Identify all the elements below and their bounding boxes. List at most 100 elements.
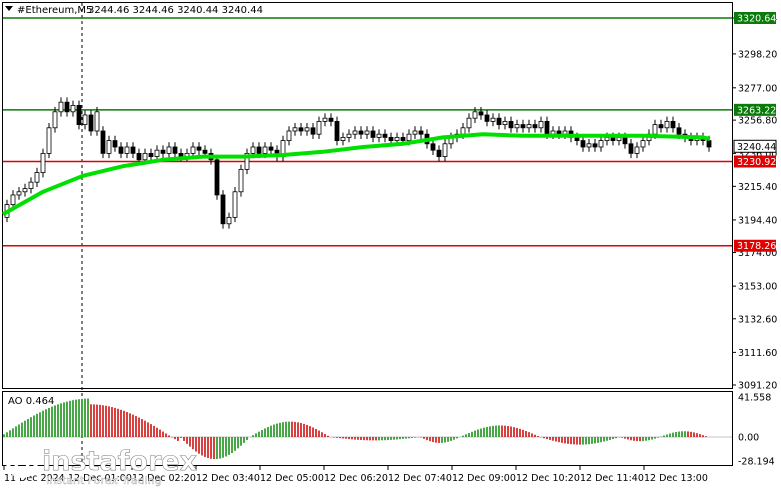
candle-body bbox=[214, 159, 220, 196]
candle-body bbox=[220, 194, 226, 225]
candle-body bbox=[664, 120, 670, 129]
price-tick-label: 3174.00 bbox=[738, 248, 777, 259]
candle-body bbox=[622, 136, 628, 145]
candle-body bbox=[580, 140, 586, 148]
candle-body bbox=[262, 146, 268, 154]
candle-body bbox=[352, 130, 358, 135]
candle-body bbox=[478, 111, 484, 116]
time-tick-label: 11 Dec 2024 bbox=[4, 473, 65, 484]
candle-body bbox=[232, 191, 238, 218]
candle-body bbox=[52, 111, 58, 129]
price-tick-label: 3111.60 bbox=[738, 348, 777, 359]
price-tick-label: 3298.20 bbox=[738, 49, 777, 60]
candle-body bbox=[676, 127, 682, 135]
candle-body bbox=[88, 114, 94, 132]
candle-body bbox=[658, 124, 664, 129]
ao-tick-label: -28.194 bbox=[738, 457, 775, 468]
candle-body bbox=[148, 152, 154, 157]
candle-body bbox=[244, 152, 250, 170]
candle-body bbox=[502, 120, 508, 125]
level-label-bg bbox=[734, 155, 776, 168]
candle-body bbox=[652, 124, 658, 135]
time-tick-label: 12 Dec 11:40 bbox=[580, 473, 644, 484]
current-price-box bbox=[733, 139, 777, 153]
level-label-bg bbox=[734, 103, 776, 116]
candle-body bbox=[670, 120, 676, 129]
time-tick-label: 12 Dec 09:00 bbox=[452, 473, 516, 484]
candle-body bbox=[442, 143, 448, 157]
candle-body bbox=[334, 120, 340, 141]
candle-body bbox=[382, 133, 388, 138]
candle-body bbox=[166, 146, 172, 154]
candle-body bbox=[46, 127, 52, 154]
level-labels: 3320.64 3263.22 3230.92 3178.26 bbox=[734, 12, 776, 252]
price-tick-label: 3153.00 bbox=[738, 282, 777, 293]
candle-body bbox=[610, 136, 616, 141]
level-label-bg bbox=[734, 239, 776, 252]
candle-body bbox=[94, 111, 100, 132]
time-tick-label: 12 Dec 02:20 bbox=[132, 473, 196, 484]
logo-mark-icon bbox=[13, 451, 31, 469]
candle-body bbox=[136, 152, 142, 161]
candle-body bbox=[58, 101, 64, 113]
candle-body bbox=[466, 117, 472, 129]
candle-body bbox=[706, 140, 712, 148]
candle-body bbox=[406, 133, 412, 141]
candle-body bbox=[142, 152, 148, 161]
candle-body bbox=[556, 130, 562, 135]
candle-body bbox=[634, 146, 640, 154]
candle-body bbox=[190, 146, 196, 154]
candle-body bbox=[250, 146, 256, 154]
time-tick-label: 12 Dec 07:40 bbox=[388, 473, 452, 484]
candle-body bbox=[178, 152, 184, 157]
candle-body bbox=[304, 127, 310, 132]
candle-body bbox=[292, 127, 298, 132]
candle-body bbox=[10, 194, 16, 205]
levels-layer bbox=[3, 17, 732, 247]
candle-body bbox=[532, 124, 538, 129]
candle-body bbox=[376, 133, 382, 138]
candle-body bbox=[256, 146, 262, 154]
level-label-bg bbox=[734, 12, 776, 24]
candle-body bbox=[298, 127, 304, 132]
time-tick-label: 12 Dec 03:40 bbox=[196, 473, 260, 484]
candle-body bbox=[430, 143, 436, 151]
time-axis: 11 Dec 2024 12 Dec 01:00 12 Dec 02:20 12 De… bbox=[3, 466, 708, 484]
candle-body bbox=[538, 120, 544, 129]
candle-body bbox=[394, 136, 400, 141]
candle-body bbox=[64, 101, 70, 113]
candle-body bbox=[550, 130, 556, 135]
candle-body bbox=[520, 124, 526, 129]
candle-body bbox=[412, 130, 418, 135]
level-label: 3230.92 bbox=[737, 157, 776, 168]
price-tick-label: 3132.60 bbox=[738, 314, 777, 325]
candle-body bbox=[526, 124, 532, 129]
candle-body bbox=[574, 136, 580, 141]
current-price-label: 3240.44 bbox=[737, 142, 776, 153]
candle-body bbox=[28, 181, 34, 189]
time-tick-label: 12 Dec 01:00 bbox=[68, 473, 132, 484]
candle-body bbox=[508, 120, 514, 129]
candle-body bbox=[628, 143, 634, 154]
candle-body bbox=[460, 127, 466, 135]
candle-body bbox=[16, 191, 22, 196]
price-tick-label: 3277.00 bbox=[738, 83, 777, 94]
candle-body bbox=[436, 149, 442, 157]
dropdown-triangle-icon[interactable] bbox=[5, 6, 13, 11]
candle-body bbox=[496, 117, 502, 125]
candle-body bbox=[76, 104, 82, 125]
candle-body bbox=[418, 130, 424, 135]
candle-body bbox=[160, 149, 166, 154]
candle-body bbox=[472, 111, 478, 119]
time-tick-label: 12 Dec 10:20 bbox=[516, 473, 580, 484]
candle-body bbox=[34, 172, 40, 183]
price-tick-label: 3091.20 bbox=[738, 381, 777, 392]
ao-histogram bbox=[3, 398, 732, 460]
candle-body bbox=[196, 146, 202, 151]
ao-tick-label: 41.558 bbox=[738, 393, 771, 404]
candle-body bbox=[616, 136, 622, 141]
candles-layer bbox=[4, 97, 712, 229]
candle-body bbox=[106, 140, 112, 154]
